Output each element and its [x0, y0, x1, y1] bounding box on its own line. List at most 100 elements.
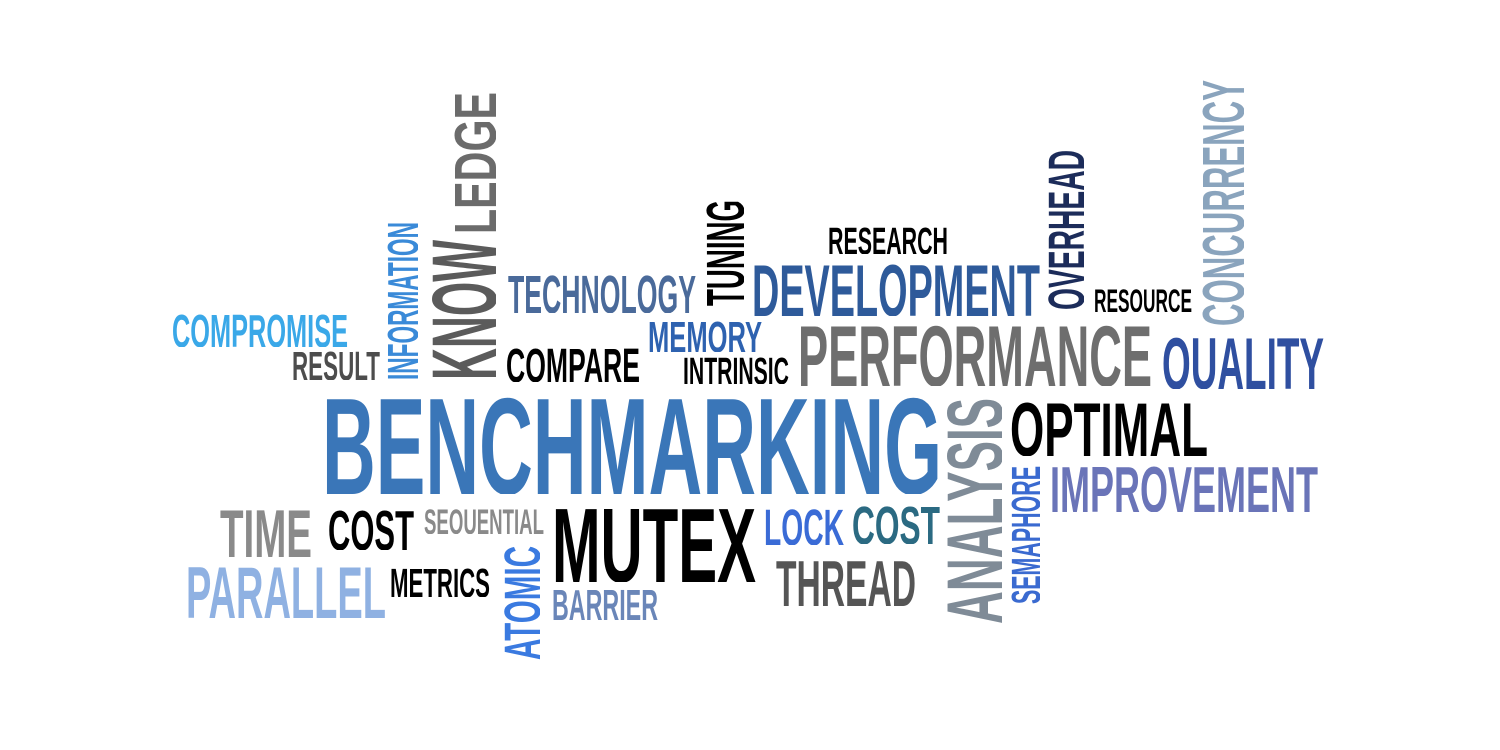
word-ledge: LEDGE	[452, 92, 496, 234]
word-graphic: LOCK	[764, 507, 844, 545]
word-graphic: COMPROMISE	[172, 313, 348, 347]
word-graphic: IMPROVEMENT	[1050, 464, 1318, 512]
word-graphic: QUALITY	[1162, 335, 1324, 389]
word-mutex: MUTEX	[552, 504, 756, 582]
word-text: BARRIER	[552, 588, 658, 620]
word-technology: TECHNOLOGY	[508, 273, 696, 313]
word-text: METRICS	[390, 567, 490, 597]
word-thread: THREAD	[776, 558, 916, 606]
word-development: DEVELOPMENT	[752, 262, 1040, 316]
word-text: SEMAPHORE	[1010, 466, 1040, 604]
word-text: TUNING	[704, 200, 744, 306]
word-text: ANALYSIS	[944, 398, 1002, 624]
word-text: CONCURRENCY	[1200, 80, 1244, 326]
word-analysis: ANALYSIS	[944, 398, 1002, 624]
word-benchmarking: BENCHMARKING	[322, 392, 942, 494]
word-graphic: KNOW	[428, 240, 496, 380]
word-text: INFORMATION	[386, 222, 418, 380]
word-improvement: IMPROVEMENT	[1050, 464, 1318, 512]
word-graphic: BARRIER	[552, 588, 658, 620]
word-graphic: DEVELOPMENT	[752, 262, 1040, 316]
word-text: COMPARE	[506, 346, 640, 382]
word-text: RESULT	[292, 350, 380, 380]
word-text: OPTIMAL	[1010, 400, 1208, 456]
word-compromise: COMPROMISE	[172, 313, 348, 347]
word-graphic: SEMAPHORE	[1010, 466, 1040, 604]
word-graphic: COMPARE	[506, 346, 640, 382]
word-text: COMPROMISE	[172, 313, 348, 347]
word-text: LEDGE	[452, 92, 496, 234]
word-quality: QUALITY	[1162, 335, 1324, 389]
word-graphic: CONCURRENCY	[1200, 80, 1244, 326]
word-tuning: TUNING	[704, 200, 744, 306]
word-graphic: MUTEX	[552, 504, 756, 582]
word-text: SEQUENTIAL	[424, 508, 544, 534]
word-know: KNOW	[428, 240, 496, 380]
word-text: IMPROVEMENT	[1050, 464, 1318, 512]
word-text: RESOURCE	[1094, 288, 1192, 312]
word-text: THREAD	[776, 558, 916, 606]
word-text: COST	[852, 504, 940, 544]
word-text: PERFORMANCE	[798, 322, 1152, 386]
word-graphic: PERFORMANCE	[798, 322, 1152, 386]
word-graphic: ANALYSIS	[944, 398, 1002, 624]
word-information: INFORMATION	[386, 222, 418, 380]
word-text: PARALLEL	[186, 564, 386, 618]
word-text: DEVELOPMENT	[752, 262, 1040, 316]
word-text: COST	[328, 508, 414, 550]
word-text: QUALITY	[1162, 335, 1324, 389]
word-concurrency: CONCURRENCY	[1200, 80, 1244, 326]
word-semaphore: SEMAPHORE	[1010, 466, 1040, 604]
word-result: RESULT	[292, 350, 380, 380]
word-graphic: TUNING	[704, 200, 744, 306]
word-text: MUTEX	[552, 504, 756, 582]
word-graphic: INTRINSIC	[683, 356, 789, 384]
word-time: TIME	[220, 507, 312, 557]
word-text: TECHNOLOGY	[508, 273, 696, 313]
word-text: KNOW	[428, 240, 496, 380]
word-text: ATOMIC	[502, 546, 540, 660]
word-graphic: TIME	[220, 507, 312, 557]
word-graphic: METRICS	[390, 567, 490, 597]
word-graphic: LEDGE	[452, 92, 496, 234]
word-graphic: SEQUENTIAL	[424, 508, 544, 534]
word-memory: MEMORY	[648, 320, 762, 352]
word-graphic: THREAD	[776, 558, 916, 606]
word-atomic: ATOMIC	[502, 546, 540, 660]
word-graphic: OVERHEAD	[1046, 150, 1084, 310]
word-text: INTRINSIC	[683, 356, 789, 384]
word-compare: COMPARE	[506, 346, 640, 382]
word-graphic: PARALLEL	[186, 564, 386, 618]
word-resource: RESOURCE	[1094, 288, 1192, 312]
word-research: RESEARCH	[828, 226, 948, 254]
word-text: MEMORY	[648, 320, 762, 352]
word-lock: LOCK	[764, 507, 844, 545]
word-metrics: METRICS	[390, 567, 490, 597]
word-intrinsic: INTRINSIC	[683, 356, 789, 384]
word-graphic: BENCHMARKING	[322, 392, 942, 494]
word-cost-teal: COST	[852, 504, 940, 544]
word-cost-black: COST	[328, 508, 414, 550]
word-sequential: SEQUENTIAL	[424, 508, 544, 534]
word-parallel: PARALLEL	[186, 564, 386, 618]
word-text: BENCHMARKING	[322, 392, 942, 494]
word-text: LOCK	[764, 507, 844, 545]
word-graphic: COST	[852, 504, 940, 544]
word-graphic: INFORMATION	[386, 222, 418, 380]
word-graphic: MEMORY	[648, 320, 762, 352]
word-graphic: ATOMIC	[502, 546, 540, 660]
word-barrier: BARRIER	[552, 588, 658, 620]
word-optimal: OPTIMAL	[1010, 400, 1208, 456]
word-graphic: OPTIMAL	[1010, 400, 1208, 456]
word-text: OVERHEAD	[1046, 150, 1084, 310]
word-text: RESEARCH	[828, 226, 948, 254]
word-graphic: RESEARCH	[828, 226, 948, 254]
word-graphic: RESOURCE	[1094, 288, 1192, 312]
word-graphic: TECHNOLOGY	[508, 273, 696, 313]
word-overhead: OVERHEAD	[1046, 150, 1084, 310]
word-text: TIME	[220, 507, 312, 557]
word-performance: PERFORMANCE	[798, 322, 1152, 386]
word-graphic: COST	[328, 508, 414, 550]
word-graphic: RESULT	[292, 350, 380, 380]
